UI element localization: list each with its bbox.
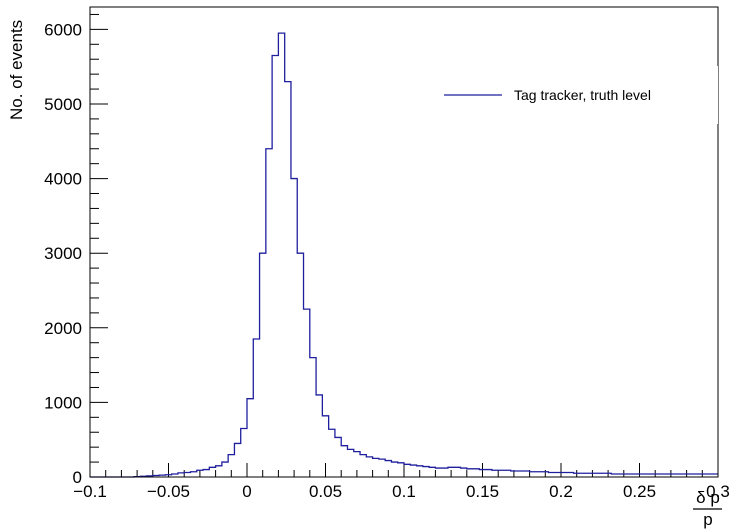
x-tick-label: 0.2: [549, 482, 573, 501]
plot-frame: [89, 6, 719, 478]
y-axis-ticks: 0 1000 2000 3000 4000 5000 6000: [44, 13, 108, 487]
x-tick-label: 0.05: [309, 482, 342, 501]
x-tick-label: −0.05: [147, 482, 190, 501]
x-tick-label: 0.3: [706, 482, 730, 501]
x-tick-label: 0.25: [623, 482, 656, 501]
legend-label: Tag tracker, truth level: [514, 87, 651, 103]
x-axis-title: δ p p: [693, 488, 722, 529]
x-tick-label: 0: [242, 482, 251, 501]
y-tick-label: 2000: [44, 319, 82, 338]
y-tick-label: 3000: [44, 244, 82, 263]
x-axis-title-denominator: p: [703, 510, 712, 529]
y-tick-label: 4000: [44, 170, 82, 189]
y-tick-label: 5000: [44, 95, 82, 114]
y-axis-title: No. of events: [7, 20, 26, 120]
x-axis-ticks: −0.1 −0.05 0 0.05 0.1 0.15 0.2 0.25 0.3: [73, 463, 730, 501]
x-tick-label: 0.1: [392, 482, 416, 501]
y-tick-label: 6000: [44, 20, 82, 39]
x-axis-title-numerator: δ p: [696, 488, 720, 507]
x-tick-label: −0.1: [73, 482, 107, 501]
legend: Tag tracker, truth level: [432, 66, 718, 124]
y-tick-label: 0: [73, 468, 82, 487]
y-tick-label: 1000: [44, 393, 82, 412]
x-tick-label: 0.15: [466, 482, 499, 501]
histogram-series-line: [90, 32, 718, 478]
